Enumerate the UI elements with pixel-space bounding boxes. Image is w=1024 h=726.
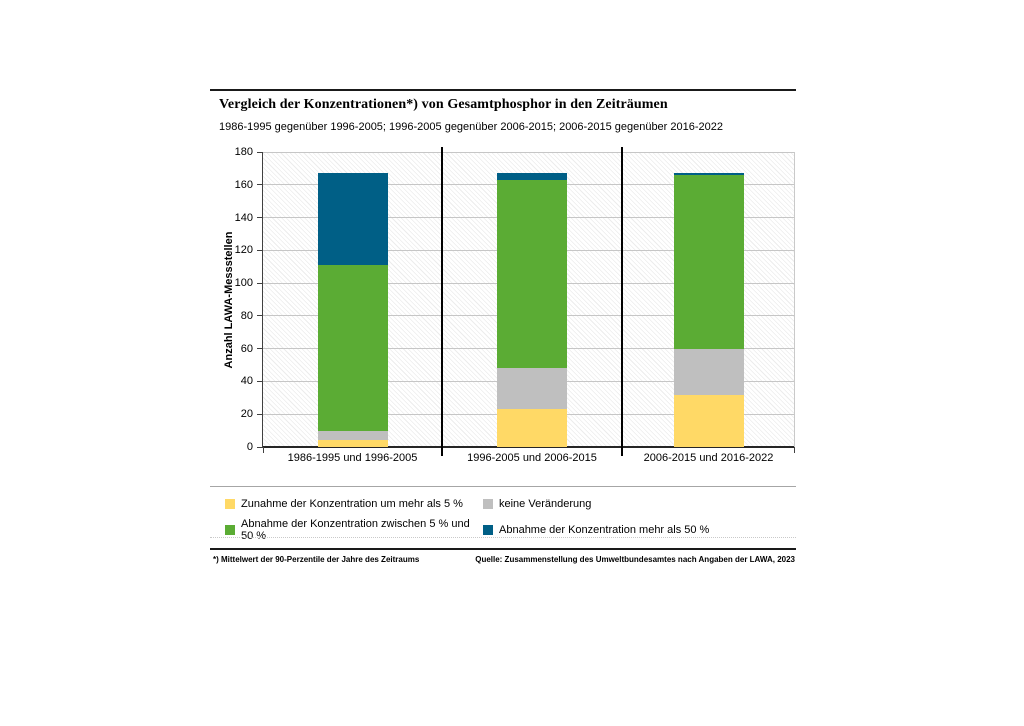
y-tick-label-80: 80 xyxy=(240,309,253,322)
title-top-rule xyxy=(210,89,796,91)
x-category-label-3: 2006-2015 und 2016-2022 xyxy=(643,452,774,464)
y-tick-label-0: 0 xyxy=(246,441,253,453)
legend-bottom-rule xyxy=(210,537,796,538)
chart-title: Vergleich der Konzentrationen*) von Gesa… xyxy=(219,97,668,112)
y-tick-label-40: 40 xyxy=(240,375,253,388)
legend-item-zunahme-mehr-5: Zunahme der Konzentration um mehr als 5 … xyxy=(225,498,483,510)
panel-separator-1 xyxy=(441,147,443,456)
bar-1-segment-zunahme-mehr-5 xyxy=(317,440,388,447)
gridline-180 xyxy=(263,151,794,153)
y-tick-mark-120 xyxy=(257,249,263,251)
bar-1-segment-abnahme-5-bis-50 xyxy=(317,265,388,431)
bar-3-segment-zunahme-mehr-5 xyxy=(673,394,744,447)
bar-2-segment-abnahme-5-bis-50 xyxy=(497,179,567,369)
y-tick-mark-100 xyxy=(257,282,263,284)
y-tick-label-100: 100 xyxy=(234,277,253,290)
y-tick-label-20: 20 xyxy=(240,408,253,421)
legend-item-abnahme-mehr-50: Abnahme der Konzentration mehr als 50 % xyxy=(483,518,785,542)
y-tick-mark-160 xyxy=(257,184,263,186)
legend-item-abnahme-5-bis-50: Abnahme der Konzentration zwischen 5 % u… xyxy=(225,518,483,542)
legend-swatch-abnahme-mehr-50 xyxy=(483,525,493,535)
y-tick-mark-80 xyxy=(257,315,263,317)
panel-separator-2 xyxy=(621,147,623,456)
y-tick-label-140: 140 xyxy=(234,211,253,224)
x-tick-mark-0 xyxy=(263,447,264,453)
x-tick-mark-3 xyxy=(794,447,795,453)
footnote-text: *) Mittelwert der 90-Perzentile der Jahr… xyxy=(213,555,420,564)
y-tick-label-60: 60 xyxy=(240,342,253,355)
y-tick-label-180: 180 xyxy=(234,146,253,158)
bar-1-segment-abnahme-mehr-50 xyxy=(317,173,388,266)
bar-2-segment-keine-veraenderung xyxy=(497,368,567,410)
y-tick-mark-180 xyxy=(257,151,263,153)
x-category-label-1: 1986-1995 und 1996-2005 xyxy=(287,452,418,464)
y-tick-mark-20 xyxy=(257,413,263,415)
legend-swatch-keine-veraenderung xyxy=(483,499,493,509)
legend-swatch-zunahme-mehr-5 xyxy=(225,499,235,509)
y-tick-mark-40 xyxy=(257,380,263,382)
legend-swatch-abnahme-5-bis-50 xyxy=(225,525,235,535)
source-text: Quelle: Zusammenstellung des Umweltbunde… xyxy=(475,555,795,564)
bar-1-segment-keine-veraenderung xyxy=(317,430,388,441)
y-tick-mark-60 xyxy=(257,348,263,350)
chart-legend: Zunahme der Konzentration um mehr als 5 … xyxy=(225,498,785,542)
y-axis-line xyxy=(262,152,263,447)
bar-2-segment-abnahme-mehr-50 xyxy=(497,173,567,180)
legend-label-abnahme-5-bis-50: Abnahme der Konzentration zwischen 5 % u… xyxy=(241,518,470,542)
footer-rule xyxy=(210,548,796,550)
legend-top-rule xyxy=(210,486,796,487)
legend-label-zunahme-mehr-5: Zunahme der Konzentration um mehr als 5 … xyxy=(241,498,463,510)
legend-label-abnahme-mehr-50: Abnahme der Konzentration mehr als 50 % xyxy=(499,524,710,536)
bar-3-segment-abnahme-mehr-50 xyxy=(673,173,744,175)
legend-item-keine-veraenderung: keine Veränderung xyxy=(483,498,785,510)
y-tick-label-160: 160 xyxy=(234,178,253,191)
plot-area: 0 20 40 60 80 100 120 140 160 180 1986-1995 und 19… xyxy=(235,146,795,464)
bar-3-segment-keine-veraenderung xyxy=(673,348,744,395)
legend-label-keine-veraenderung: keine Veränderung xyxy=(499,498,592,510)
bar-2-segment-zunahme-mehr-5 xyxy=(497,409,567,447)
bar-1 xyxy=(317,173,388,447)
x-axis-line xyxy=(263,446,794,448)
x-category-label-2: 1996-2005 und 2006-2015 xyxy=(467,452,597,464)
bar-3-segment-abnahme-5-bis-50 xyxy=(673,174,744,349)
y-tick-label-120: 120 xyxy=(234,244,253,257)
y-tick-mark-140 xyxy=(257,217,263,219)
chart-subtitle: 1986-1995 gegenüber 1996-2005; 1996-2005… xyxy=(219,121,724,133)
bar-3 xyxy=(673,173,744,447)
bar-2 xyxy=(497,173,567,447)
y-tick-mark-0 xyxy=(257,446,263,448)
